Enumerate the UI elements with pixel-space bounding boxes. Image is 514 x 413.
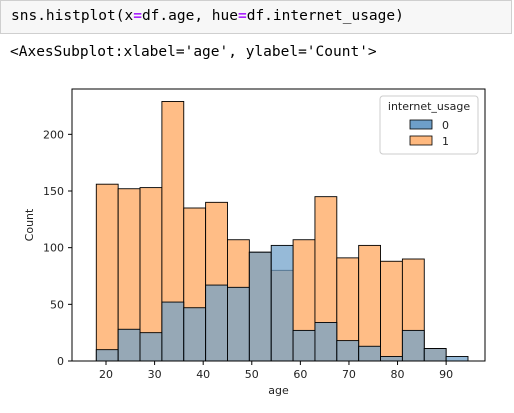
bar-series-0-bin-2 xyxy=(139,332,163,362)
y-tick-label: 150 xyxy=(43,185,64,198)
bar-series-0-bin-4 xyxy=(183,307,207,362)
code-operator: = xyxy=(133,8,142,24)
bar-series-0-bin-3 xyxy=(161,301,185,362)
bar-series-0-bin-10 xyxy=(314,322,338,362)
bar-series-1-bin-0 xyxy=(95,183,119,362)
bar-series-0-bin-0 xyxy=(95,349,119,362)
x-tick-label: 70 xyxy=(342,368,356,381)
code-args: df.age, hue xyxy=(141,8,238,24)
x-axis-label: age xyxy=(268,384,289,397)
x-tick-label: 40 xyxy=(196,368,210,381)
legend: internet_usage 0 1 xyxy=(379,95,479,155)
bar-series-0-bin-15 xyxy=(423,348,447,362)
code-operator: = xyxy=(237,8,247,24)
y-tick-label: 200 xyxy=(43,128,64,141)
y-ticks: 0 50 100 150 200 xyxy=(43,128,72,368)
bar-series-0-bin-11 xyxy=(336,340,360,362)
legend-label-0: 0 xyxy=(442,119,449,132)
code-func: sns.histplot(x xyxy=(11,8,134,24)
legend-swatch-0 xyxy=(409,119,433,130)
bar-series-1-bin-13 xyxy=(380,260,403,362)
bar-series-0-bin-1 xyxy=(117,328,141,362)
bar-series-0-bin-5 xyxy=(205,284,228,362)
x-tick-label: 90 xyxy=(439,368,453,381)
bar-series-0-bin-12 xyxy=(358,345,381,362)
bar-series-1-bin-12 xyxy=(358,244,381,362)
bar-series-0-bin-14 xyxy=(401,329,425,362)
legend-label-1: 1 xyxy=(442,135,449,148)
series-0-bars xyxy=(95,244,469,362)
y-axis-label: Count xyxy=(23,208,36,241)
bar-series-0-bin-7 xyxy=(248,251,272,362)
code-tail: df.internet_usage) xyxy=(246,8,404,24)
x-ticks: 20 30 40 50 60 70 80 90 xyxy=(99,361,453,381)
bar-series-0-bin-6 xyxy=(227,286,250,362)
y-tick-label: 100 xyxy=(43,242,64,255)
legend-title: internet_usage xyxy=(388,100,470,113)
bar-series-0-bin-16 xyxy=(445,356,469,362)
code-line: sns.histplot(x=df.age, hue=df.internet_u… xyxy=(11,8,404,24)
y-tick-label: 50 xyxy=(50,298,64,311)
x-tick-label: 80 xyxy=(391,368,405,381)
legend-swatch-1 xyxy=(409,135,433,146)
y-tick-label: 0 xyxy=(57,355,64,368)
x-tick-label: 20 xyxy=(99,368,113,381)
x-tick-label: 60 xyxy=(293,368,307,381)
bar-series-0-bin-13 xyxy=(380,356,403,362)
code-cell[interactable]: sns.histplot(x=df.age, hue=df.internet_u… xyxy=(0,0,512,34)
cell-output-repr: <AxesSubplot:xlabel='age', ylabel='Count… xyxy=(10,44,377,60)
axes-frame xyxy=(71,88,486,362)
x-tick-label: 50 xyxy=(245,368,259,381)
x-tick-label: 30 xyxy=(148,368,162,381)
bar-series-0-bin-8 xyxy=(270,244,294,362)
bar-series-0-bin-9 xyxy=(292,329,316,362)
